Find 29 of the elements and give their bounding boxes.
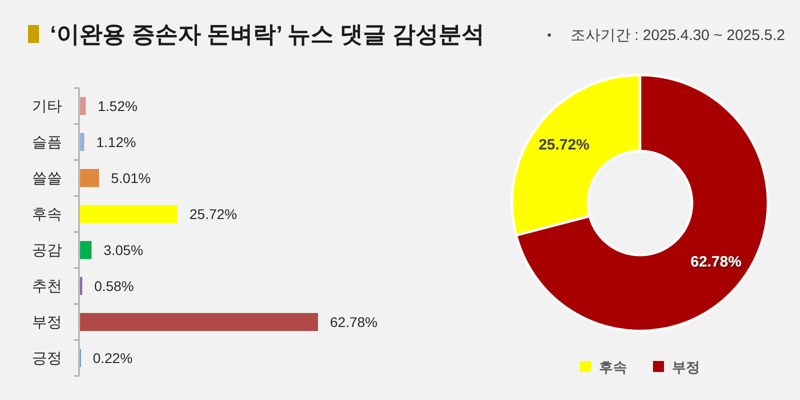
chart-subtitle: 조사기간 : 2025.4.30 ~ 2025.5.2 — [570, 27, 785, 44]
y-tick-label: 추천 — [32, 278, 62, 295]
bar — [80, 133, 84, 151]
y-tick-label: 기타 — [32, 98, 62, 115]
data-label: 25.72% — [190, 206, 237, 222]
data-label: 62.78% — [330, 314, 378, 330]
chart-title: ‘이완용 증손자 돈벼락’ 뉴스 댓글 감성분석 — [50, 21, 484, 47]
y-tick-label: 쓸쓸 — [32, 170, 62, 187]
y-tick-label: 긍정 — [32, 350, 62, 367]
y-tick-label: 공감 — [32, 242, 62, 259]
data-label: 1.52% — [98, 98, 138, 114]
y-tick-label: 후속 — [32, 206, 62, 223]
bar — [80, 313, 318, 331]
data-label: 62.78% — [690, 254, 742, 271]
data-label: 1.12% — [96, 134, 136, 150]
y-tick-label: 슬픔 — [32, 134, 62, 151]
legend-label: 부정 — [672, 359, 700, 375]
donut-slice — [514, 74, 770, 332]
data-label: 0.58% — [94, 278, 134, 294]
data-label: 0.22% — [92, 350, 133, 366]
bar — [80, 169, 99, 187]
y-tick-label: 부정 — [32, 314, 62, 331]
bar — [80, 205, 178, 223]
bar — [80, 241, 92, 259]
legend-label: 후속 — [599, 359, 627, 375]
data-label: 25.72% — [538, 136, 590, 154]
data-label: 3.05% — [104, 242, 144, 258]
bar — [80, 97, 86, 115]
data-label: 5.01% — [110, 170, 151, 186]
